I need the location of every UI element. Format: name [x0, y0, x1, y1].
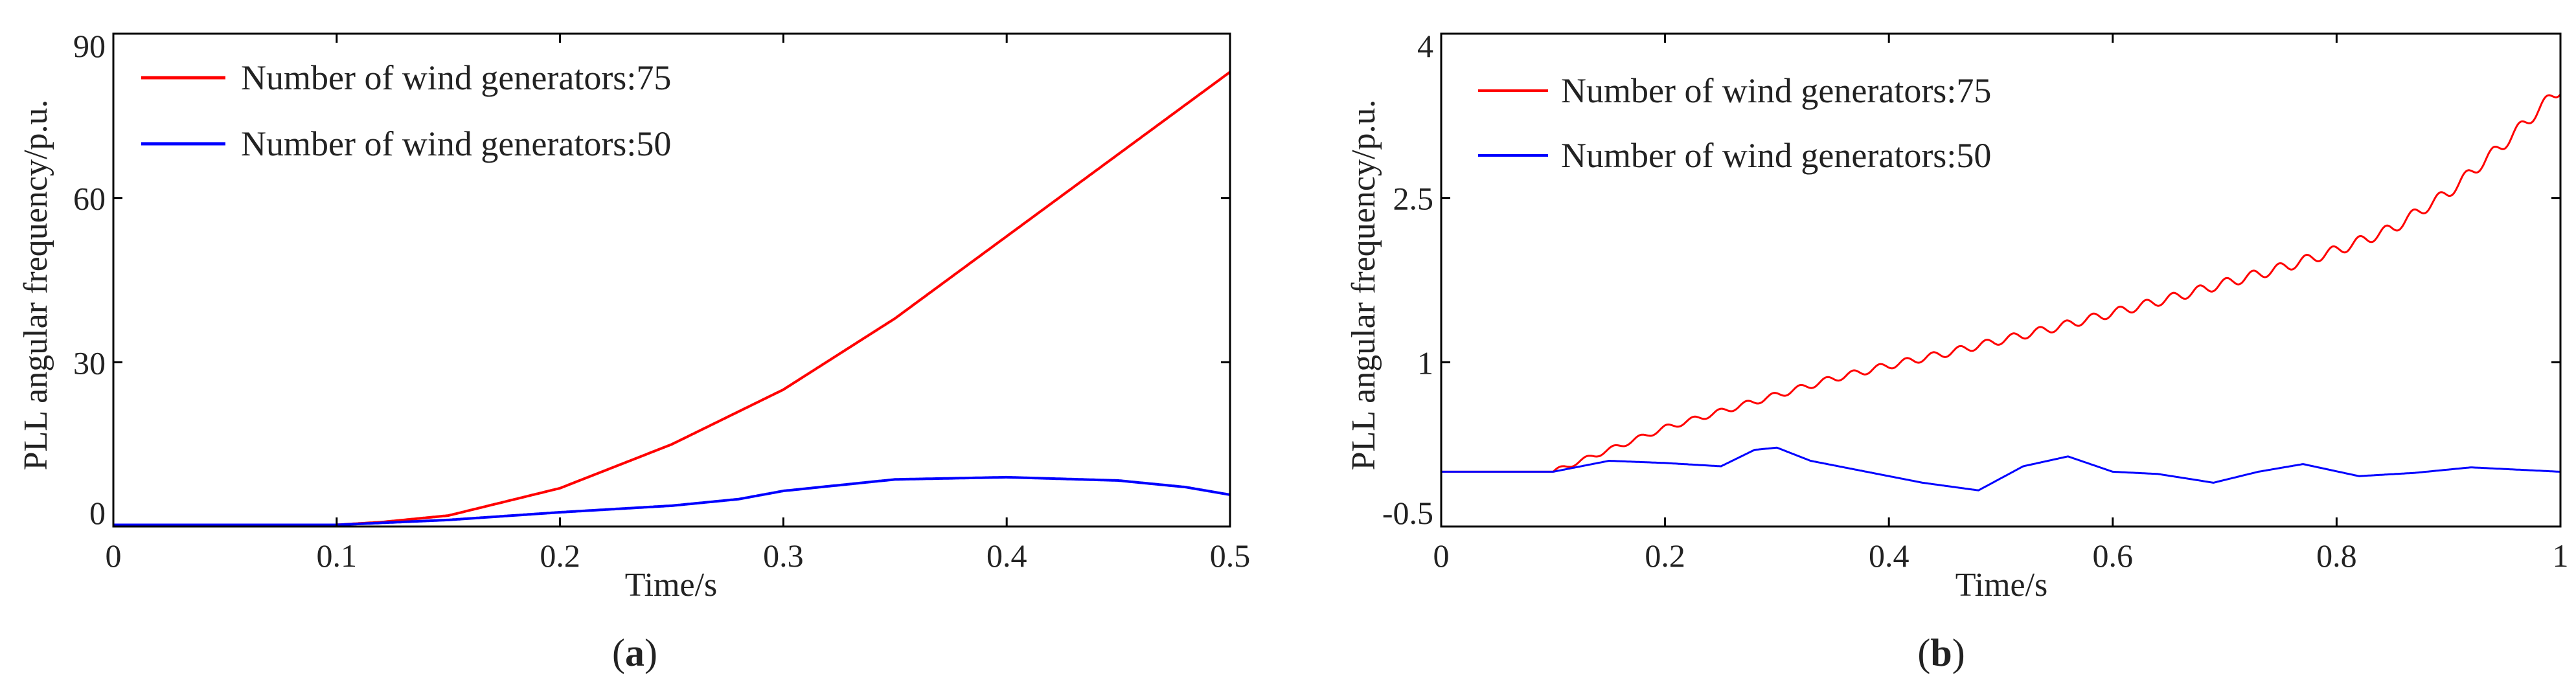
- panel-a-label: (a): [612, 631, 657, 674]
- panel-b-series-0-line: [1441, 93, 2562, 473]
- panel-a-y-tick-label-0: 0: [89, 495, 106, 531]
- panel-a-y-axis-title: PLL angular frequency/p.u.: [17, 100, 54, 471]
- panel-b-x-tick-label-1: 0.2: [1645, 538, 1685, 574]
- panel-a: 0 0.1 0.2 0.3 0.4 0.5 0 30 60 90 Time/s PLL angul…: [17, 28, 1250, 674]
- panel-a-y-tick-label-3: 90: [73, 28, 106, 64]
- panel-b-x-tick-label-2: 0.4: [1869, 538, 1909, 574]
- panel-b-y-tick-label-1: 1: [1417, 345, 1433, 381]
- panel-a-x-tick-label-4: 0.4: [986, 538, 1027, 574]
- panel-a-x-tick-label-3: 0.3: [763, 538, 804, 574]
- panel-b-x-tick-label-5: 1: [2553, 538, 2569, 574]
- panel-b-plot-frame: [1440, 32, 2562, 528]
- panel-a-x-tick-label-0: 0: [106, 538, 122, 574]
- panel-a-y-tick-label-1: 30: [73, 345, 106, 381]
- panel-a-plot-frame: [112, 32, 1231, 528]
- panel-a-x-tick-label-5: 0.5: [1210, 538, 1251, 574]
- panel-b-y-tick-label-3: 4: [1417, 28, 1433, 64]
- panel-a-ticks: 0 0.1 0.2 0.3 0.4 0.5 0 30 60 90: [73, 28, 1250, 574]
- panel-b-series-1-line: [1441, 446, 2560, 492]
- panel-b-ticks: 0 0.2 0.4 0.6 0.8 1 -0.5 1 2.5 4: [1382, 28, 2569, 574]
- panel-b-legend-label-75: Number of wind generators:75: [1561, 71, 1991, 110]
- panel-a-x-axis-title: Time/s: [625, 567, 718, 604]
- panel-b-curves: [1441, 93, 2562, 492]
- panel-b-label-close: ): [1952, 631, 1965, 674]
- panel-a-label-letter: a: [625, 631, 644, 674]
- panel-b-legend: Number of wind generators:75 Number of w…: [1478, 71, 1991, 175]
- panel-b-y-tick-label-0: -0.5: [1382, 495, 1433, 531]
- panel-b-label-letter: b: [1930, 631, 1952, 674]
- panel-a-y-tick-label-2: 60: [73, 181, 106, 217]
- panel-a-x-tick-label-1: 0.1: [317, 538, 358, 574]
- panel-b-label: (b): [1917, 631, 1965, 674]
- panel-b-x-tick-label-4: 0.8: [2316, 538, 2357, 574]
- panel-a-series-1-line: [113, 475, 1231, 527]
- panel-b: 0 0.2 0.4 0.6 0.8 1 -0.5 1 2.5 4 Time/s PLL angul…: [1345, 28, 2569, 674]
- panel-b-x-axis-title: Time/s: [1955, 567, 2048, 604]
- panel-a-label-open: (: [612, 631, 625, 674]
- panel-b-y-axis-title: PLL angular frequency/p.u.: [1345, 100, 1382, 471]
- panel-a-legend-label-50: Number of wind generators:50: [241, 124, 671, 163]
- panel-b-y-tick-label-2: 2.5: [1393, 181, 1434, 217]
- panel-a-legend: Number of wind generators:75 Number of w…: [141, 58, 671, 163]
- panel-a-label-close: ): [644, 631, 657, 674]
- panel-b-label-open: (: [1917, 631, 1930, 674]
- panel-a-curves: [113, 71, 1231, 527]
- panel-b-x-tick-label-0: 0: [1433, 538, 1450, 574]
- panel-a-legend-label-75: Number of wind generators:75: [241, 58, 671, 97]
- panel-a-x-tick-label-2: 0.2: [540, 538, 580, 574]
- panel-b-x-tick-label-3: 0.6: [2093, 538, 2134, 574]
- panel-b-legend-label-50: Number of wind generators:50: [1561, 136, 1991, 175]
